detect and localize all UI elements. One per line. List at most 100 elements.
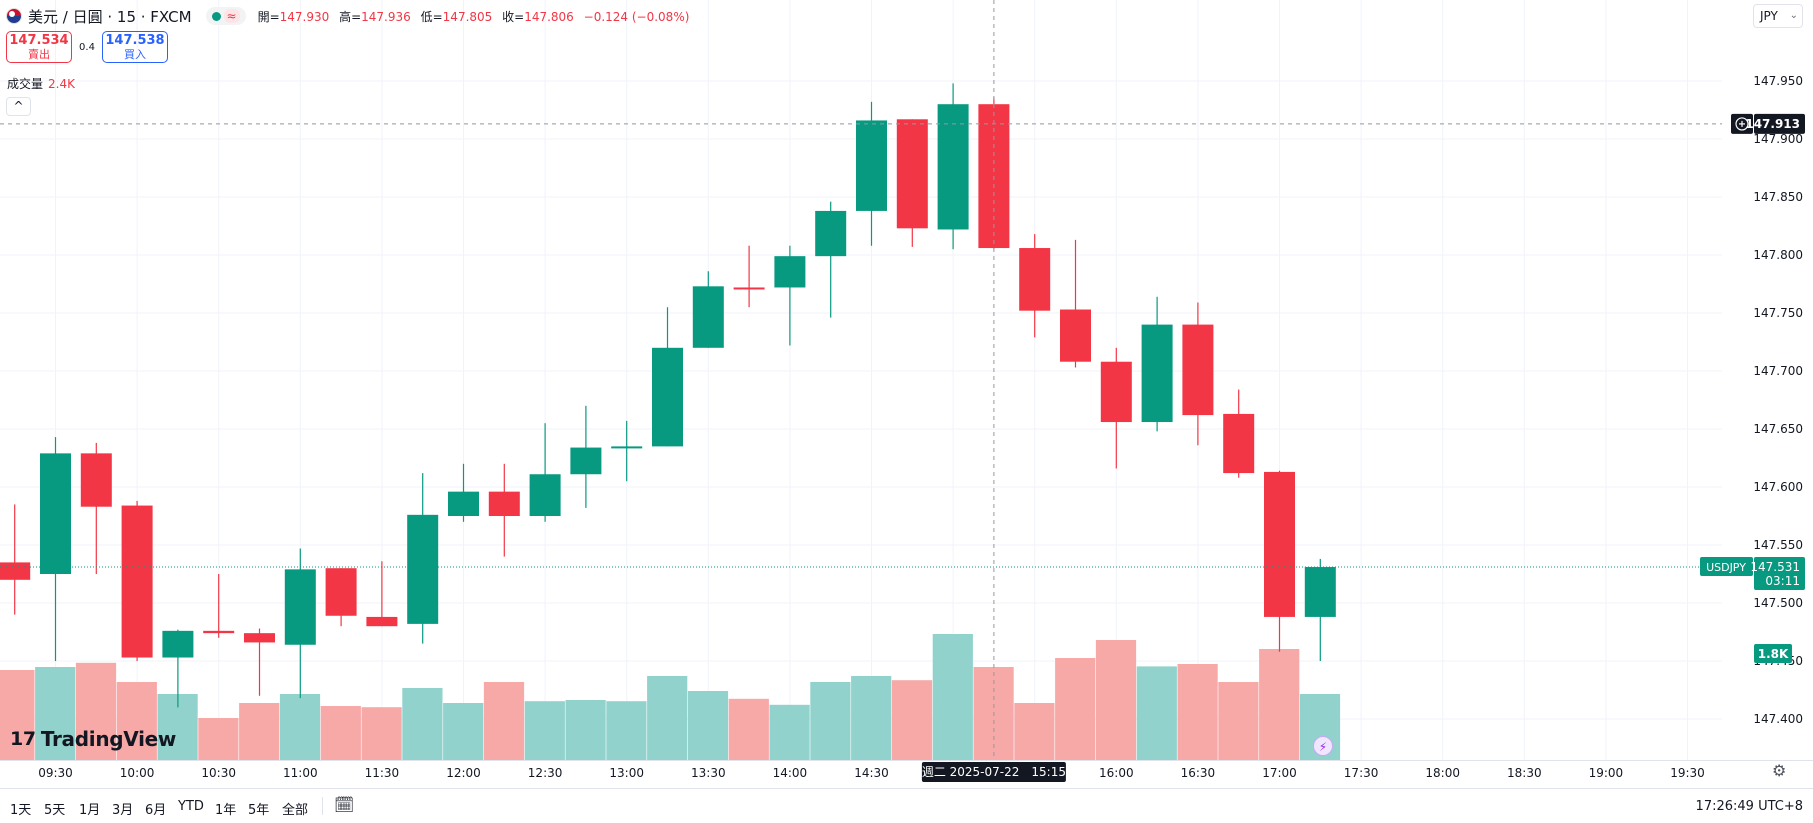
candle-body[interactable] — [856, 120, 887, 211]
bottom-toolbar: 1天 5天 1月 3月 6月 YTD 1年 5年 全部 🗓 17:26:49 U… — [0, 788, 1813, 823]
candle-body[interactable] — [448, 491, 479, 516]
candle-body[interactable] — [896, 119, 928, 229]
buy-button[interactable]: 147.538 買入 — [102, 31, 168, 63]
candle-body[interactable] — [529, 474, 561, 516]
ohlc-values: 開=147.930 高=147.936 低=147.805 收=147.806 … — [258, 8, 696, 25]
volume-bar — [851, 676, 892, 760]
candle-body[interactable] — [1141, 324, 1173, 423]
candle-body[interactable] — [366, 616, 398, 627]
range-1d-button[interactable]: 1天 — [10, 803, 32, 818]
symbol-title[interactable]: 美元 / 日圓 · 15 · FXCM — [28, 7, 192, 26]
candle-body[interactable] — [1019, 248, 1051, 311]
candle-body[interactable] — [121, 505, 153, 658]
ohlc-high-label: 高= — [339, 9, 362, 24]
candle-body[interactable] — [774, 256, 806, 288]
y-tick-label: 147.550 — [1753, 538, 1803, 552]
candle-body[interactable] — [1060, 309, 1091, 362]
price-chart[interactable]: 147.950 147.900 147.850 147.800 147.750 147.7… — [0, 0, 1813, 788]
volume-bar — [1259, 649, 1300, 760]
x-tick-label: 12:30 — [528, 766, 563, 780]
range-1y-button[interactable]: 1年 — [215, 803, 237, 818]
x-tick-label: 13:00 — [609, 766, 644, 780]
volume-bar — [198, 718, 239, 760]
last-price-label: 147.531 — [1750, 560, 1800, 574]
y-tick-label: 147.950 — [1753, 74, 1803, 88]
candle-body[interactable] — [244, 633, 275, 643]
ohlc-close-label: 收= — [502, 9, 525, 24]
range-all-button[interactable]: 全部 — [282, 803, 309, 818]
calendar-icon[interactable]: 🗓 — [334, 795, 355, 814]
y-tick-label: 147.650 — [1753, 422, 1803, 436]
volume-bar — [891, 680, 933, 760]
volume-legend[interactable]: 成交量 2.4K — [7, 75, 75, 92]
x-tick-label: 17:30 — [1344, 766, 1379, 780]
last-price-badge — [1754, 557, 1805, 591]
candle-body[interactable] — [1264, 471, 1295, 617]
candle-body[interactable] — [815, 210, 847, 257]
bolt-icon[interactable]: ⚡ — [1313, 736, 1333, 756]
range-3m-button[interactable]: 3月 — [112, 803, 134, 818]
clock-display[interactable]: 17:26:49 UTC+8 — [1695, 799, 1803, 814]
volume-bar — [116, 682, 157, 760]
chevron-down-icon: ⌄ — [1789, 10, 1798, 21]
volume-bar — [35, 667, 76, 760]
volume-bar — [320, 706, 361, 760]
tradingview-logo[interactable]: 17 TradingView — [10, 727, 176, 751]
volume-bar — [1055, 658, 1096, 760]
x-tick-label: 19:00 — [1589, 766, 1624, 780]
x-tick-label: 10:30 — [201, 766, 236, 780]
range-ytd-button[interactable]: YTD — [178, 799, 204, 814]
sell-price: 147.534 — [9, 33, 69, 48]
volume-bar — [1177, 664, 1218, 760]
toolbar-divider — [322, 797, 323, 815]
candle-body[interactable] — [733, 287, 765, 290]
candle-body[interactable] — [40, 453, 71, 574]
crosshair-price-label: 147.913 — [1745, 117, 1800, 131]
range-5d-button[interactable]: 5天 — [44, 803, 66, 818]
candle-body[interactable] — [407, 514, 439, 624]
candle-body[interactable] — [692, 286, 724, 348]
candle-body[interactable] — [1100, 361, 1132, 423]
range-6m-button[interactable]: 6月 — [145, 803, 167, 818]
symbol-legend: 美元 / 日圓 · 15 · FXCM ≈ 開=147.930 高=147.93… — [6, 5, 695, 27]
candle-body[interactable] — [203, 630, 235, 634]
candle-body[interactable] — [937, 104, 969, 230]
sell-button[interactable]: 147.534 賣出 — [6, 31, 72, 63]
currency-selector[interactable]: JPY ⌄ — [1753, 4, 1803, 28]
candle-body[interactable] — [0, 562, 31, 580]
candle-body[interactable] — [80, 453, 112, 507]
candle-body[interactable] — [1304, 567, 1336, 617]
symbol-badge-label: USDJPY — [1706, 561, 1746, 574]
candle-body[interactable] — [284, 569, 316, 645]
ohlc-low-label: 低= — [420, 9, 443, 24]
ohlc-change: −0.124 (−0.08%) — [583, 9, 690, 24]
collapse-legend-button[interactable]: ^ — [6, 97, 31, 116]
range-1m-button[interactable]: 1月 — [79, 803, 101, 818]
candle-body[interactable] — [1182, 324, 1214, 416]
range-5y-button[interactable]: 5年 — [248, 803, 270, 818]
wave-icon: ≈ — [223, 9, 240, 23]
candle-body[interactable] — [325, 568, 357, 616]
x-tick-label: 18:30 — [1507, 766, 1542, 780]
candle-body[interactable] — [162, 630, 194, 658]
candle-body[interactable] — [611, 446, 643, 449]
volume-bar — [524, 701, 565, 760]
gear-icon[interactable]: ⚙ — [1772, 761, 1787, 780]
currency-label: JPY — [1760, 9, 1778, 23]
crosshair-time-label: 週二 2025-07-22 15:15 — [922, 765, 1066, 779]
candle-body[interactable] — [570, 447, 602, 475]
volume-bar — [443, 703, 484, 760]
volume-bar — [810, 682, 851, 760]
trade-panel: 147.534 賣出 0.4 147.538 買入 — [6, 31, 168, 63]
candle-body[interactable] — [1223, 413, 1255, 474]
x-tick-label: 09:30 — [38, 766, 73, 780]
volume-legend-value: 2.4K — [48, 77, 75, 91]
plus-circle-icon[interactable] — [1735, 117, 1749, 131]
candle-body[interactable] — [652, 347, 683, 447]
market-open-dot-icon — [211, 11, 221, 21]
ohlc-low-value: 147.805 — [442, 9, 493, 24]
crosshair-price-badge — [1754, 113, 1805, 134]
y-tick-label: 147.400 — [1753, 712, 1803, 726]
candle-body[interactable] — [488, 491, 520, 516]
market-status-pill[interactable]: ≈ — [205, 7, 246, 25]
